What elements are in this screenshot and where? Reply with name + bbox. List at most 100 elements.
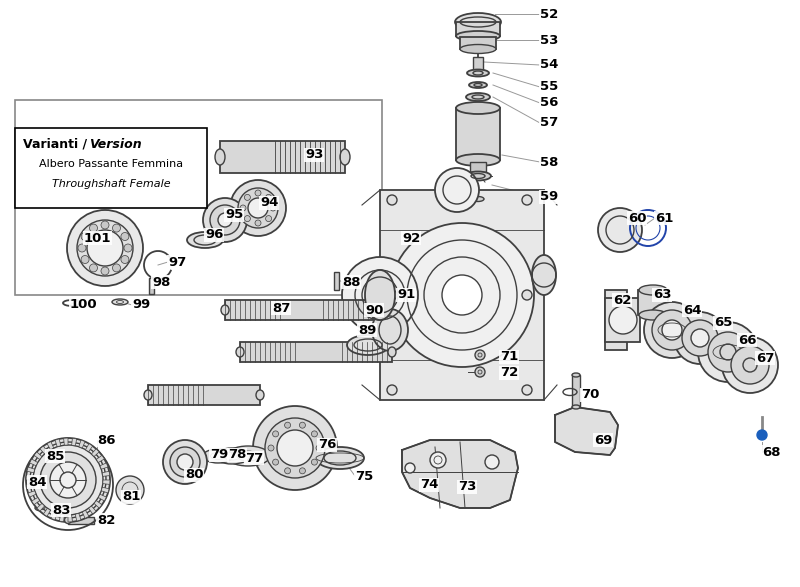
Polygon shape (51, 512, 57, 520)
Text: 80: 80 (185, 468, 203, 481)
Ellipse shape (221, 305, 229, 315)
Circle shape (299, 422, 306, 428)
Polygon shape (555, 407, 618, 455)
Circle shape (522, 385, 532, 395)
Ellipse shape (144, 390, 152, 400)
Ellipse shape (456, 102, 500, 114)
Circle shape (87, 230, 123, 266)
Polygon shape (91, 449, 99, 457)
Circle shape (682, 320, 718, 356)
Circle shape (387, 385, 397, 395)
Bar (240, 342, 392, 362)
Ellipse shape (572, 373, 580, 377)
Text: 70: 70 (581, 389, 599, 402)
Text: Varianti /: Varianti / (23, 137, 91, 150)
Circle shape (101, 221, 109, 229)
Polygon shape (59, 514, 64, 522)
Ellipse shape (639, 310, 667, 320)
Circle shape (163, 440, 207, 484)
Text: 62: 62 (613, 294, 631, 306)
Bar (149, 278, 154, 294)
Circle shape (26, 438, 110, 522)
Ellipse shape (65, 517, 71, 524)
Circle shape (652, 310, 692, 350)
Circle shape (485, 455, 499, 469)
Text: 92: 92 (402, 231, 420, 245)
Circle shape (475, 350, 485, 360)
Polygon shape (40, 446, 47, 454)
Polygon shape (34, 452, 42, 460)
Circle shape (299, 468, 306, 474)
Polygon shape (102, 471, 110, 476)
Ellipse shape (187, 232, 223, 248)
Text: Version: Version (89, 137, 142, 150)
Circle shape (121, 232, 129, 241)
Circle shape (244, 215, 250, 222)
Circle shape (81, 232, 89, 241)
Circle shape (124, 244, 132, 252)
Polygon shape (72, 438, 77, 446)
Circle shape (203, 198, 247, 242)
Ellipse shape (340, 149, 350, 165)
Ellipse shape (455, 13, 501, 31)
Circle shape (722, 337, 778, 393)
Bar (220, 141, 345, 173)
Circle shape (113, 264, 121, 272)
Text: 78: 78 (228, 448, 246, 461)
Polygon shape (30, 459, 38, 465)
Text: 100: 100 (70, 299, 98, 312)
Circle shape (316, 445, 322, 451)
Circle shape (311, 431, 318, 437)
Circle shape (285, 468, 290, 474)
Text: 72: 72 (500, 366, 518, 380)
Circle shape (116, 476, 144, 504)
Bar (68, 517, 94, 524)
Ellipse shape (469, 82, 487, 88)
Bar (605, 290, 627, 350)
Polygon shape (27, 467, 34, 473)
Ellipse shape (456, 154, 500, 166)
Circle shape (662, 320, 682, 340)
Circle shape (522, 290, 532, 300)
Circle shape (77, 220, 133, 276)
Bar (15, 128, 207, 208)
Polygon shape (75, 513, 81, 521)
Circle shape (390, 223, 534, 367)
Bar (605, 298, 640, 342)
Ellipse shape (369, 305, 377, 315)
Circle shape (121, 255, 129, 264)
Text: 95: 95 (225, 208, 243, 221)
Text: 73: 73 (458, 481, 476, 494)
Bar (638, 290, 668, 315)
Ellipse shape (466, 93, 490, 101)
Circle shape (50, 462, 86, 498)
Text: 84: 84 (28, 475, 46, 488)
Ellipse shape (112, 299, 128, 305)
Polygon shape (55, 439, 61, 447)
Text: 56: 56 (540, 96, 558, 110)
Polygon shape (96, 456, 104, 463)
Polygon shape (28, 491, 36, 497)
Circle shape (268, 445, 274, 451)
Circle shape (387, 290, 397, 300)
Circle shape (273, 459, 278, 465)
Circle shape (311, 459, 318, 465)
Text: 75: 75 (355, 470, 374, 483)
Text: Albero Passante Femmina: Albero Passante Femmina (39, 159, 183, 169)
Text: 76: 76 (318, 438, 336, 451)
Circle shape (67, 210, 143, 286)
Circle shape (435, 168, 479, 212)
Text: 98: 98 (152, 275, 170, 288)
Circle shape (277, 430, 313, 466)
Circle shape (522, 195, 532, 205)
Circle shape (81, 255, 89, 264)
Ellipse shape (236, 347, 244, 357)
Text: 69: 69 (594, 434, 612, 447)
Polygon shape (32, 498, 40, 505)
Ellipse shape (472, 197, 484, 201)
Circle shape (430, 452, 446, 468)
Text: Throughshaft Female: Throughshaft Female (52, 179, 170, 189)
Text: 55: 55 (540, 80, 558, 93)
Polygon shape (26, 475, 33, 480)
Ellipse shape (365, 270, 395, 320)
